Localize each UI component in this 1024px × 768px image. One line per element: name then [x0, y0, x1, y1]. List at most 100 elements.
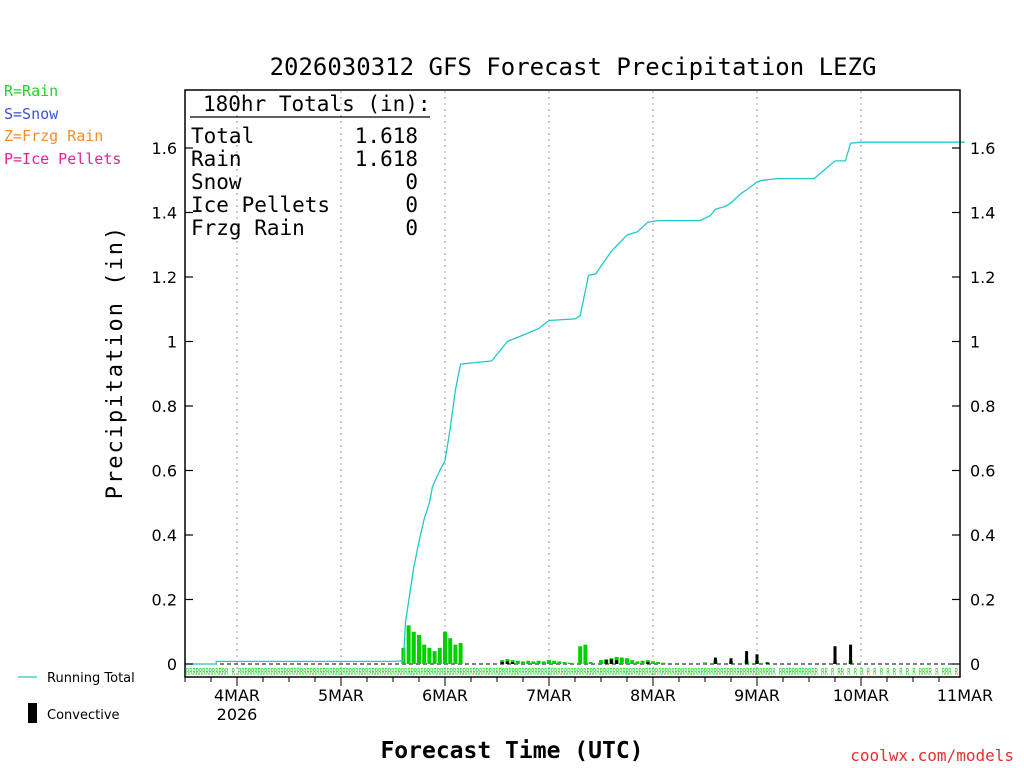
precip-bar: [552, 660, 557, 664]
legend-snow: S=Snow: [4, 105, 59, 123]
x-tick-label-7: 11MAR: [937, 686, 993, 705]
totals-label-snow: Snow: [191, 170, 242, 194]
y-tick-label-right-5: 1: [970, 333, 980, 352]
precip-bar: [625, 658, 629, 664]
y-tick-label-right-8: 1.6: [970, 139, 995, 158]
y-tick-label-right-3: 0.6: [970, 462, 995, 481]
chart-title: 2026030312 GFS Forecast Precipitation LE…: [270, 53, 877, 81]
legend-rain: R=Rain: [4, 82, 58, 100]
y-tick-label-right-4: 0.8: [970, 397, 995, 416]
x-tick-label-3: 7MAR: [526, 686, 572, 705]
precip-bar: [656, 662, 661, 664]
y-tick-label-left-8: 1.6: [152, 139, 177, 158]
precip-bar: [619, 657, 624, 664]
precip-bar: [526, 660, 531, 664]
precip-bar: [411, 631, 416, 664]
y-tick-label-right-2: 0.4: [970, 526, 995, 545]
convective-bar: [604, 660, 608, 664]
y-tick-label-right-7: 1.4: [970, 204, 995, 223]
precip-bar: [521, 661, 525, 664]
precip-bar: [661, 662, 666, 664]
convective-bar: [765, 662, 769, 664]
y-tick-label-right-1: 0.2: [970, 591, 995, 610]
precip-bar: [651, 661, 655, 664]
convective-bar: [511, 662, 515, 664]
x-tick-label-4: 8MAR: [630, 686, 676, 705]
y-tick-label-left-0: 0: [167, 655, 177, 674]
precip-bar: [635, 661, 640, 664]
precip-bar: [417, 634, 421, 664]
convective-bar: [833, 646, 837, 664]
legend-frzg-rain: Z=Frzg Rain: [4, 127, 103, 145]
precip-bar: [453, 644, 458, 664]
y-tick-label-left-6: 1.2: [152, 268, 177, 287]
precip-bar: [432, 651, 437, 664]
precip-bar: [515, 660, 520, 664]
plot-frame: [184, 89, 961, 678]
totals-label-rain: Rain: [191, 147, 242, 171]
convective-bar: [609, 659, 613, 664]
legend-running-total: Running Total: [47, 671, 135, 686]
x-tick-label-6: 10MAR: [833, 686, 889, 705]
y-tick-label-left-2: 0.4: [152, 526, 177, 545]
precip-bar: [448, 638, 453, 664]
convective-bar: [646, 662, 650, 664]
precip-bar: [547, 660, 551, 664]
precip-bar: [458, 643, 463, 664]
convective-bar: [500, 662, 504, 664]
convective-bar: [729, 658, 733, 664]
precip-bar: [531, 661, 536, 664]
precip-bar: [557, 661, 562, 664]
convective-bar: [713, 657, 717, 664]
y-tick-label-left-7: 1.4: [152, 204, 177, 223]
y-tick-label-left-4: 0.8: [152, 397, 177, 416]
x-tick-label-5: 9MAR: [734, 686, 780, 705]
running-total-line: [185, 141, 965, 665]
grid-lines: [185, 91, 960, 676]
x-tick-label-0: 4MAR: [214, 686, 260, 705]
precip-bars: [401, 625, 853, 664]
totals-label-frzg-rain: Frzg Rain: [191, 216, 305, 240]
precip-bar: [583, 644, 588, 664]
x-tick-sublabel-year: 2026: [217, 705, 258, 724]
totals-value-total: 1.618: [355, 124, 418, 148]
totals-header: 180hr Totals (in):: [203, 92, 431, 116]
precip-type-row: RRRRRRRRRRRRR R RRRRRRRRRRRRRRRRRRRRRRRR…: [186, 667, 959, 678]
legend-ice-pellets: P=Ice Pellets: [4, 150, 121, 168]
totals-label-total: Total: [191, 124, 254, 148]
totals-value-frzg-rain: 0: [405, 216, 418, 240]
y-tick-label-right-0: 0: [970, 655, 980, 674]
precip-bar: [541, 661, 546, 664]
totals-label-ice-pellets: Ice Pellets: [191, 193, 330, 217]
convective-bars: [500, 644, 853, 664]
totals-value-rain: 1.618: [355, 147, 418, 171]
x-axis-title: Forecast Time (UTC): [380, 738, 643, 764]
y-tick-label-left-1: 0.2: [152, 591, 177, 610]
precip-bar: [567, 662, 572, 664]
axis-ticks: 0 00.2 0.20.4 0.40.6 0.60.8 0.81 11.2 1.21.4 1.4…: [152, 139, 996, 724]
precip-bar: [599, 660, 603, 664]
convective-bar: [505, 661, 509, 664]
precip-bar: [443, 631, 447, 664]
convective-bar: [615, 660, 619, 664]
convective-bar: [755, 654, 759, 664]
convective-bar: [849, 644, 853, 664]
y-axis-title: Precipitation (in): [103, 225, 128, 499]
y-tick-label-left-3: 0.6: [152, 462, 177, 481]
totals-value-ice-pellets: 0: [405, 193, 418, 217]
convective-legend-swatch: [28, 703, 37, 723]
x-tick-label-1: 5MAR: [318, 686, 364, 705]
precip-bar: [588, 662, 593, 664]
precip-bar: [578, 646, 583, 664]
precip-bar: [437, 647, 442, 664]
totals-value-snow: 0: [405, 170, 418, 194]
totals-box: 180hr Totals (in): Total 1.618 Rain 1.61…: [190, 92, 431, 240]
precip-bar: [630, 660, 635, 664]
precip-bar: [406, 625, 411, 664]
precip-bar: [427, 647, 432, 664]
precip-bar: [562, 662, 567, 664]
x-tick-label-2: 6MAR: [422, 686, 468, 705]
y-tick-label-left-5: 1: [167, 333, 177, 352]
precip-bar: [422, 644, 427, 664]
